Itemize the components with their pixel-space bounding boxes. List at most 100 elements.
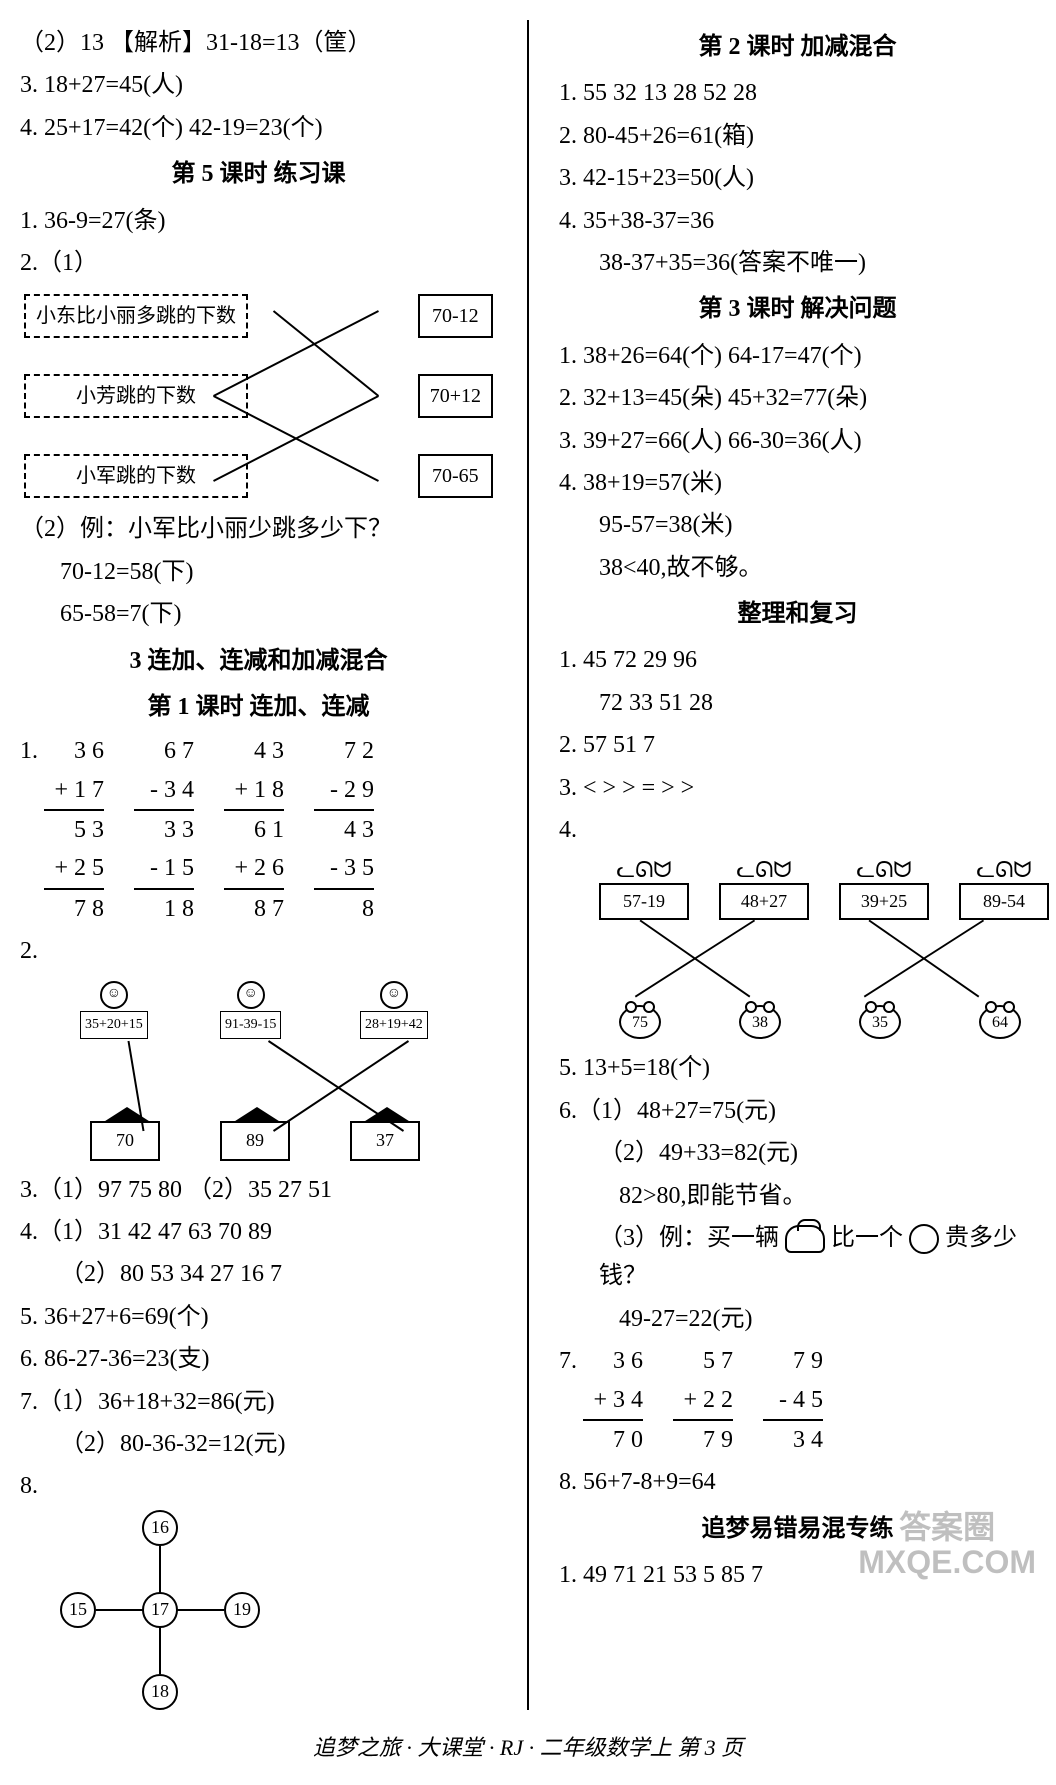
- text-line: （2）80 53 34 27 16 7: [20, 1255, 497, 1293]
- text-line: 1. 45 72 29 96: [559, 641, 1036, 679]
- text-line: （2）13 【解析】31-18=13（筐）: [20, 24, 497, 62]
- match-top-item: ᓚᘏᗢ89-54: [959, 859, 1049, 920]
- calc-row: - 2 9: [314, 771, 374, 809]
- house-icon: 70: [90, 1121, 160, 1161]
- watermark-line1: 答案圈: [858, 1510, 1036, 1545]
- text-line: 82>80,即能节省。: [559, 1177, 1036, 1215]
- cat-icon: ᓚᘏᗢ: [839, 859, 929, 881]
- text-line: 3.（1）97 75 80 （2）35 27 51: [20, 1171, 497, 1209]
- text-line: 3. 39+27=66(人) 66-30=36(人): [559, 422, 1036, 460]
- left-column: （2）13 【解析】31-18=13（筐） 3. 18+27=45(人) 4. …: [20, 20, 497, 1710]
- match-top-item: ᓚᘏᗢ48+27: [719, 859, 809, 920]
- text-line: 1. 38+26=64(个) 64-17=47(个): [559, 337, 1036, 375]
- expression-box: 89-54: [959, 883, 1049, 920]
- calc-row: 6 1: [224, 811, 284, 849]
- calc-row: 3 4: [763, 1421, 823, 1459]
- match-left-box: 小东比小丽多跳的下数: [24, 294, 248, 338]
- cat-icon: ᓚᘏᗢ: [599, 859, 689, 881]
- calc-row: 7 9: [763, 1342, 823, 1380]
- page-footer: 追梦之旅 · 大课堂 · RJ · 二年级数学上 第 3 页: [20, 1730, 1036, 1765]
- diagram-node: 15: [60, 1592, 96, 1628]
- animal-head-icon: ☺: [380, 981, 408, 1009]
- animal-head-icon: ☺: [237, 981, 265, 1009]
- calc-row: 7 9: [673, 1421, 733, 1459]
- section-heading: 整理和复习: [559, 595, 1036, 633]
- house-icon: 37: [350, 1121, 420, 1161]
- watermark: 答案圈 MXQE.COM: [858, 1510, 1036, 1580]
- vertical-calc-q1: 1. 3 6+ 1 7 5 3+ 2 5 7 8 6 7- 3 4 3 3- 1…: [20, 732, 497, 928]
- section-heading: 第 3 课时 解决问题: [559, 290, 1036, 328]
- q2-label: 2.: [20, 932, 497, 970]
- vertical-calc-column: 6 7- 3 4 3 3- 1 5 1 8: [134, 732, 194, 928]
- match-right-col: 70-12 70+12 70-65: [418, 294, 493, 498]
- text-line: 4. 38+19=57(米): [559, 464, 1036, 502]
- q4-label: 4.: [559, 811, 1036, 849]
- text-line: 1. 36-9=27(条): [20, 202, 497, 240]
- text-line: 4. 25+17=42(个) 42-19=23(个): [20, 109, 497, 147]
- doll-icon: [909, 1224, 939, 1254]
- pig-value-icon: 35: [859, 1005, 901, 1039]
- vertical-calc-column: 3 6+ 1 7 5 3+ 2 5 7 8: [44, 732, 104, 928]
- text-line: 3. 42-15+23=50(人): [559, 159, 1036, 197]
- text-line: 3. 18+27=45(人): [20, 66, 497, 104]
- calc-row: - 3 5: [314, 849, 374, 887]
- cross-diagram: 17 16 18 15 19: [60, 1510, 260, 1710]
- page-container: （2）13 【解析】31-18=13（筐） 3. 18+27=45(人) 4. …: [20, 20, 1036, 1710]
- calc-row: 7 8: [44, 890, 104, 928]
- text-fragment: （3）例：买一辆: [599, 1225, 779, 1251]
- right-column: 第 2 课时 加减混合 1. 55 32 13 28 52 28 2. 80-4…: [559, 20, 1036, 1710]
- sub-heading: 第 1 课时 连加、连减: [20, 688, 497, 726]
- vertical-calc-q7: 7. 3 6+ 3 4 7 0 5 7+ 2 2 7 9 7 9- 4 5 3 …: [559, 1342, 1036, 1459]
- calc-row: + 1 8: [224, 771, 284, 809]
- section-heading: 第 5 课时 练习课: [20, 155, 497, 193]
- cat-icon: ᓚᘏᗢ: [959, 859, 1049, 881]
- text-line: 5. 13+5=18(个): [559, 1049, 1036, 1087]
- pig-value-icon: 38: [739, 1005, 781, 1039]
- diagram-node: 17: [142, 1592, 178, 1628]
- calc-row: 7 2: [314, 732, 374, 770]
- diagram-node: 18: [142, 1674, 178, 1710]
- text-line: 6.（1）48+27=75(元): [559, 1092, 1036, 1130]
- expression-box: 57-19: [599, 883, 689, 920]
- calc-row: 8: [314, 890, 374, 928]
- calc-row: + 2 2: [673, 1381, 733, 1419]
- text-line: 2. 32+13=45(朵) 45+32=77(朵): [559, 379, 1036, 417]
- text-line: 38-37+35=36(答案不唯一): [559, 244, 1036, 282]
- house-icon: 89: [220, 1121, 290, 1161]
- calc-row: + 3 4: [583, 1381, 643, 1419]
- text-line: 38<40,故不够。: [559, 549, 1036, 587]
- calc-row: - 3 4: [134, 771, 194, 809]
- text-line: 70-12=58(下): [20, 553, 497, 591]
- cat-icon: ᓚᘏᗢ: [719, 859, 809, 881]
- calc-row: 3 6: [44, 732, 104, 770]
- match-top-item: ᓚᘏᗢ57-19: [599, 859, 689, 920]
- text-line: （2）80-36-32=12(元): [20, 1425, 497, 1463]
- calc-row: 5 7: [673, 1342, 733, 1380]
- matching-diagram-3: ᓚᘏᗢ57-19ᓚᘏᗢ48+27ᓚᘏᗢ39+25ᓚᘏᗢ89-5475383564: [559, 859, 1036, 1039]
- calc-row: 3 6: [583, 1342, 643, 1380]
- text-line: 1. 55 32 13 28 52 28: [559, 74, 1036, 112]
- text-line: 95-57=38(米): [559, 506, 1036, 544]
- match-bottom-item: 37: [350, 1121, 420, 1161]
- calc-row: 7 0: [583, 1421, 643, 1459]
- text-line: 5. 36+27+6=69(个): [20, 1298, 497, 1336]
- text-line: 4. 35+38-37=36: [559, 202, 1036, 240]
- text-line: 2. 57 51 7: [559, 726, 1036, 764]
- text-line: （2）例：小军比小丽少跳多少下？: [20, 510, 497, 548]
- matching-diagram-2: ☺35+20+15☺91-39-15☺28+19+42708937: [20, 981, 497, 1161]
- column-divider: [527, 20, 529, 1710]
- animal-head-icon: ☺: [100, 981, 128, 1009]
- text-line: 65-58=7(下): [20, 595, 497, 633]
- match-top-item: ☺28+19+42: [360, 981, 428, 1039]
- text-line-mixed: （3）例：买一辆 比一个 贵多少钱？: [559, 1219, 1036, 1296]
- expression-box: 91-39-15: [220, 1011, 281, 1039]
- text-line: 8. 56+7-8+9=64: [559, 1463, 1036, 1501]
- calc-row: 4 3: [314, 811, 374, 849]
- section-heading: 第 2 课时 加减混合: [559, 28, 1036, 66]
- vertical-calc-column: 3 6+ 3 4 7 0: [583, 1342, 643, 1459]
- text-line: 72 33 51 28: [559, 684, 1036, 722]
- calc-row: + 2 6: [224, 849, 284, 887]
- match-top-item: ☺91-39-15: [220, 981, 281, 1039]
- text-line: （2）49+33=82(元): [559, 1134, 1036, 1172]
- section-heading: 3 连加、连减和加减混合: [20, 642, 497, 680]
